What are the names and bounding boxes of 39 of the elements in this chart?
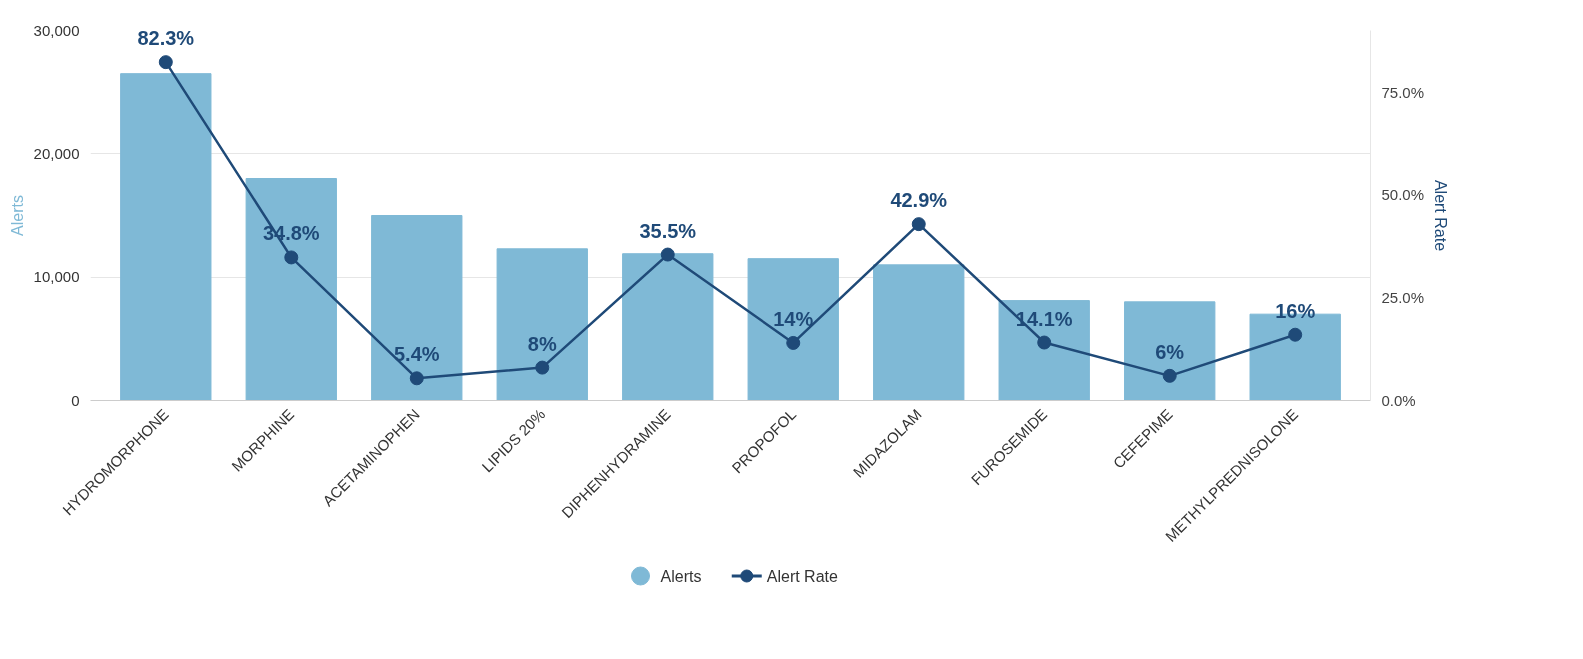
bar xyxy=(120,73,212,401)
bar xyxy=(1124,301,1216,401)
bar xyxy=(496,248,588,401)
data-label: 14% xyxy=(773,307,814,330)
point xyxy=(535,360,550,375)
point xyxy=(284,250,299,265)
y2-tick-label: 75.0% xyxy=(1381,83,1425,101)
bar xyxy=(747,258,839,401)
data-label: 6% xyxy=(1155,340,1185,363)
point xyxy=(158,55,173,70)
data-label: 82.3% xyxy=(137,27,195,50)
data-label: 42.9% xyxy=(890,189,948,212)
y-tick-label: 10,000 xyxy=(33,268,80,286)
y-tick-label: 30,000 xyxy=(33,21,80,39)
bar xyxy=(245,178,337,401)
legend-label: Alerts xyxy=(660,567,702,585)
data-label: 14.1% xyxy=(1015,307,1073,330)
y-axis-title: Alerts xyxy=(8,195,26,236)
point xyxy=(911,217,926,232)
point xyxy=(660,247,675,262)
data-label: 35.5% xyxy=(639,219,697,242)
y2-tick-label: 0.0% xyxy=(1381,392,1416,409)
point xyxy=(786,335,801,350)
y2-tick-label: 25.0% xyxy=(1381,289,1425,307)
bar xyxy=(998,300,1090,401)
point xyxy=(1288,327,1303,342)
y2-tick-label: 50.0% xyxy=(1381,186,1425,204)
data-label: 8% xyxy=(527,332,557,355)
legend-label: Alert Rate xyxy=(766,567,838,585)
point xyxy=(409,371,424,386)
y2-axis-title: Alert Rate xyxy=(1432,179,1450,252)
y-tick-label: 20,000 xyxy=(33,144,80,162)
bar xyxy=(622,253,714,401)
point xyxy=(1037,335,1052,350)
data-label: 5.4% xyxy=(393,343,440,366)
y-tick-label: 0 xyxy=(71,391,80,409)
point xyxy=(1162,368,1177,383)
bar xyxy=(371,215,463,401)
bar xyxy=(873,264,965,401)
